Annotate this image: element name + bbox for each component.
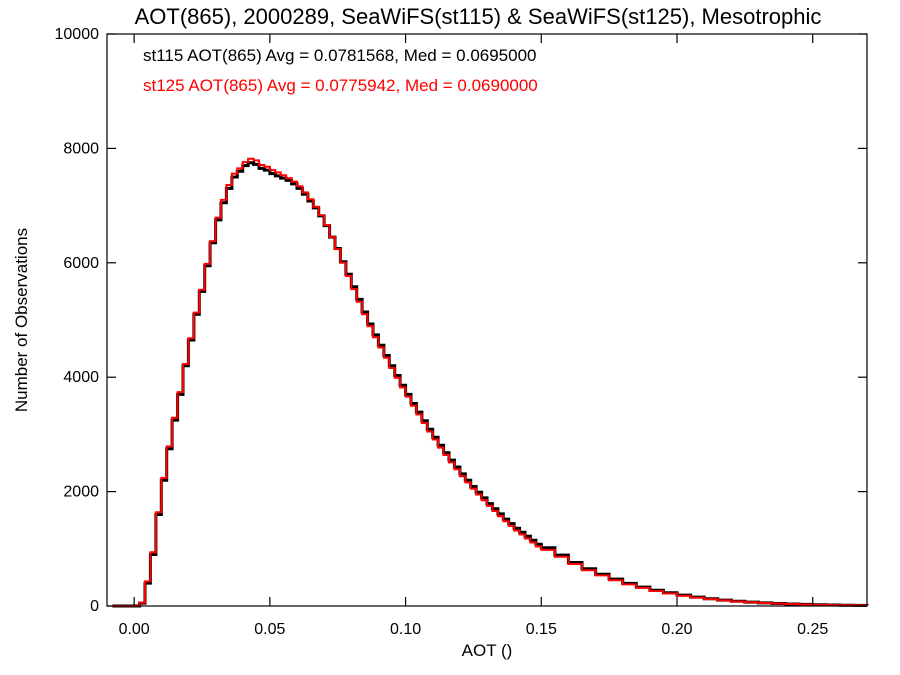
x-tick-label: 0.10	[390, 621, 421, 638]
y-tick-label: 8000	[63, 140, 99, 157]
x-axis-label: AOT ()	[462, 641, 513, 660]
x-tick-label: 0.00	[119, 621, 150, 638]
legend-entry-st125: st125 AOT(865) Avg = 0.0775942, Med = 0.…	[143, 76, 538, 95]
y-tick-label: 10000	[55, 26, 100, 43]
y-axis-label: Number of Observations	[12, 228, 31, 412]
x-tick-label: 0.15	[526, 621, 557, 638]
x-tick-label: 0.05	[254, 621, 285, 638]
series-line-st125	[112, 157, 868, 607]
x-axis: 0.00 0.05 0.10 0.15 0.20 0.25	[119, 34, 828, 638]
y-tick-label: 0	[90, 598, 99, 615]
x-tick-label: 0.20	[661, 621, 692, 638]
plot-frame	[106, 33, 868, 607]
y-tick-label: 4000	[63, 369, 99, 386]
x-tick-label: 0.25	[797, 621, 828, 638]
plot-area: 0.00 0.05 0.10 0.15 0.20 0.25 0 2000 4000 6000 80…	[55, 26, 869, 638]
y-axis: 0 2000 4000 6000 8000 10000	[55, 26, 867, 615]
series-layer	[112, 157, 869, 608]
y-tick-label: 6000	[63, 255, 99, 272]
legend-entry-st115: st115 AOT(865) Avg = 0.0781568, Med = 0.…	[143, 46, 537, 65]
y-tick-label: 2000	[63, 484, 99, 501]
chart-title: AOT(865), 2000289, SeaWiFS(st115) & SeaW…	[135, 4, 822, 29]
series-line-st115	[112, 161, 869, 608]
